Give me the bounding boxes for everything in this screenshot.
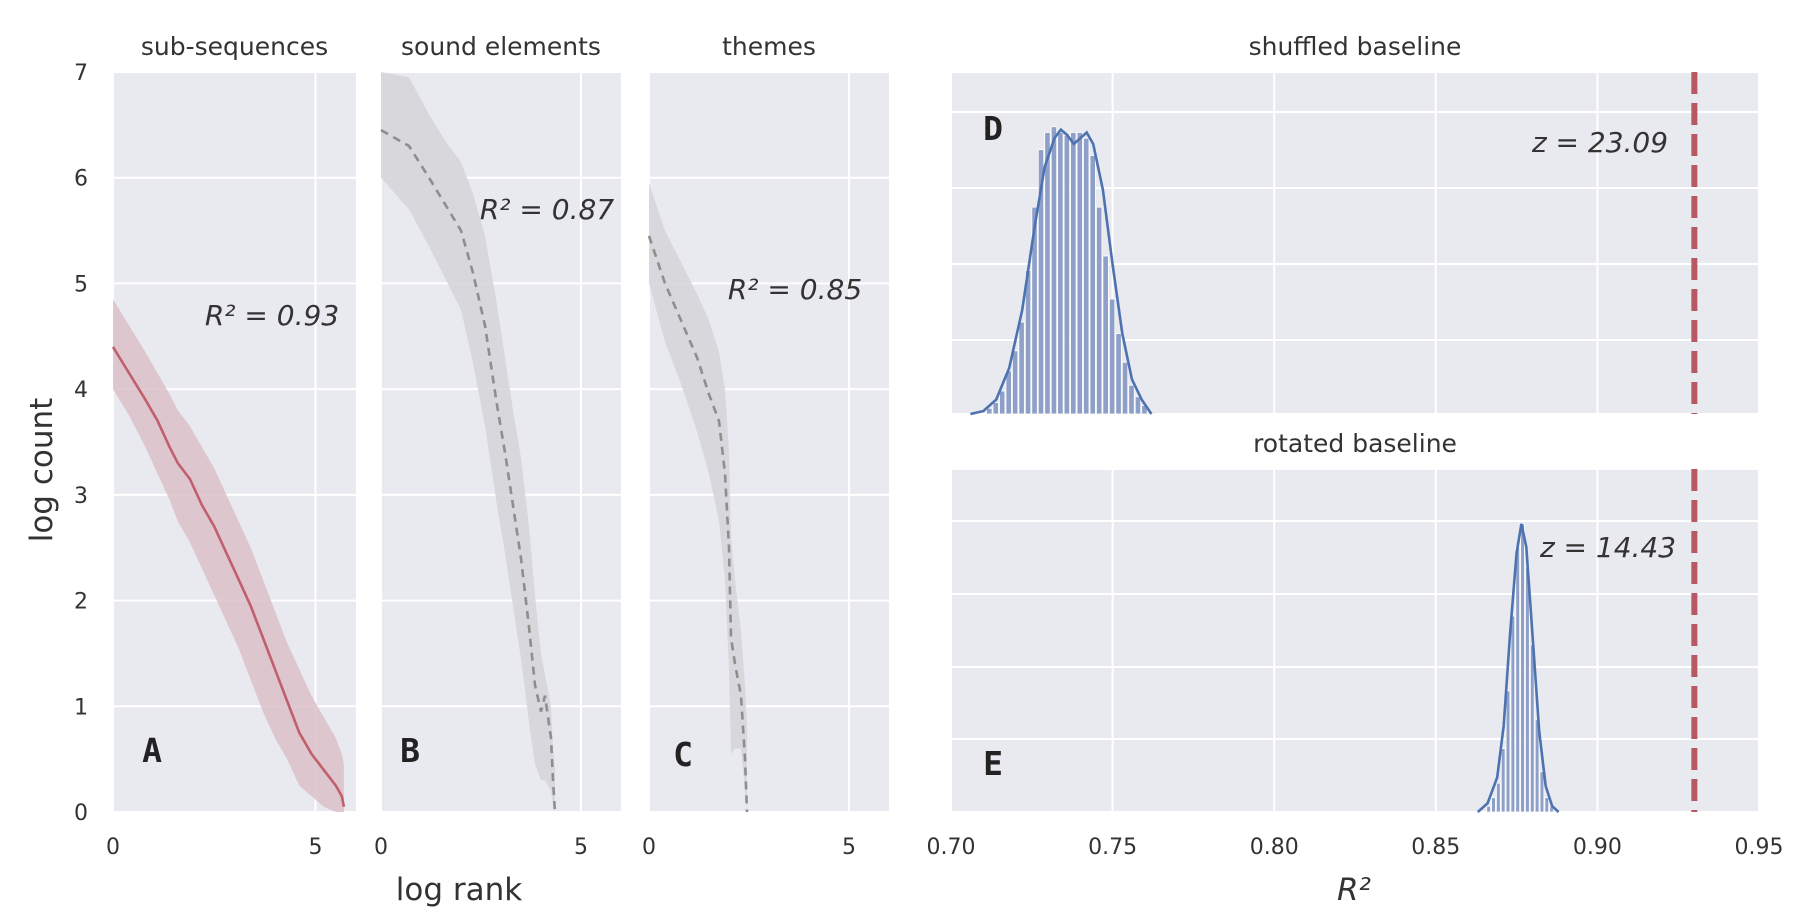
histogram-bar bbox=[1134, 396, 1142, 415]
panel-b: 0 5 sound elements R² = 0.87 B bbox=[374, 32, 621, 860]
r2-annotation: R² = 0.85 bbox=[728, 273, 862, 306]
histogram-bar bbox=[1083, 137, 1090, 415]
histogram-bar bbox=[1089, 155, 1096, 415]
kde-curve bbox=[1476, 523, 1560, 813]
kde-curve bbox=[970, 127, 1153, 416]
rank-count-line bbox=[647, 235, 749, 813]
histogram-bar bbox=[1102, 255, 1109, 415]
x-tick-label: 0.70 bbox=[927, 835, 976, 860]
histogram-bar bbox=[1544, 797, 1550, 813]
panel-d: shuffled baseline z = 23.09 D bbox=[950, 32, 1760, 416]
panel-title: themes bbox=[722, 32, 816, 61]
x-tick-label: 0.80 bbox=[1250, 835, 1299, 860]
histogram-bar bbox=[986, 407, 993, 415]
histogram-bar bbox=[1500, 748, 1506, 813]
histogram-bar bbox=[1044, 132, 1051, 415]
y-tick-label: 5 bbox=[74, 272, 88, 297]
y-tick-label: 3 bbox=[74, 484, 88, 509]
histogram-bar bbox=[1050, 126, 1058, 415]
panel-a: 0 5 0 1 2 3 4 5 6 7 sub-sequences R² = 0.93 A bbox=[74, 32, 356, 860]
x-tick-label: 0.90 bbox=[1573, 835, 1622, 860]
r2-annotation: R² = 0.93 bbox=[205, 299, 339, 332]
rank-count-line bbox=[111, 346, 346, 807]
z-annotation: z = 14.43 bbox=[1539, 531, 1676, 564]
panel-letter: A bbox=[142, 731, 162, 770]
panel-title: rotated baseline bbox=[1253, 429, 1457, 458]
histogram-bar bbox=[1063, 134, 1070, 415]
histogram-bar bbox=[1486, 805, 1491, 813]
x-tick-label: 5 bbox=[309, 835, 323, 860]
y-tick-label: 7 bbox=[74, 61, 88, 86]
histogram-bar bbox=[1539, 771, 1545, 813]
panel-letter: E bbox=[983, 744, 1003, 783]
histogram-bar bbox=[1096, 206, 1103, 415]
x-tick-label: 0.95 bbox=[1735, 835, 1784, 860]
panel-e: 0.70 0.75 0.80 0.85 0.90 0.95 rotated baseline… bbox=[927, 429, 1784, 860]
histogram-bar bbox=[1108, 298, 1116, 415]
x-axis-label-r2: R² bbox=[1337, 872, 1371, 908]
x-tick-label: 5 bbox=[574, 835, 588, 860]
x-tick-label: 0 bbox=[642, 835, 656, 860]
y-axis-label: log count bbox=[24, 398, 60, 543]
histogram-bar bbox=[1529, 644, 1535, 813]
x-tick-label: 0.75 bbox=[1088, 835, 1137, 860]
panel-letter: C bbox=[673, 735, 693, 774]
histogram-bar bbox=[999, 390, 1006, 415]
y-tick-label: 4 bbox=[74, 378, 88, 403]
histogram-bar bbox=[1510, 615, 1516, 813]
y-tick-label: 1 bbox=[74, 695, 88, 720]
confidence-band bbox=[649, 183, 747, 812]
panel-title: sub-sequences bbox=[141, 32, 328, 61]
r2-annotation: R² = 0.87 bbox=[480, 193, 614, 226]
histogram-bar bbox=[1505, 690, 1511, 813]
confidence-band bbox=[381, 72, 555, 812]
histogram-bar bbox=[1491, 797, 1496, 813]
histogram-bar bbox=[1070, 132, 1077, 415]
x-tick-label: 5 bbox=[842, 835, 856, 860]
histogram-bar bbox=[1037, 149, 1045, 415]
z-annotation: z = 23.09 bbox=[1531, 126, 1668, 159]
histogram-bar bbox=[1018, 321, 1025, 415]
histogram-bar bbox=[1128, 384, 1135, 415]
y-tick-label: 6 bbox=[74, 167, 88, 192]
histogram-bar bbox=[1496, 782, 1501, 813]
y-tick-label: 2 bbox=[74, 590, 88, 615]
panel-letter: B bbox=[400, 731, 420, 770]
panel-title: sound elements bbox=[401, 32, 601, 61]
plot-area bbox=[951, 469, 1759, 812]
histogram-bar bbox=[1121, 361, 1129, 415]
panel-letter: D bbox=[983, 109, 1003, 148]
histogram-bar bbox=[1012, 350, 1019, 415]
plot-layer: 0 5 0 1 2 3 4 5 6 7 sub-sequences R² = 0.93 A 0 5 sound… bbox=[74, 32, 1783, 860]
histogram-bar bbox=[1057, 132, 1064, 415]
x-tick-label: 0.85 bbox=[1411, 835, 1460, 860]
x-tick-label: 0 bbox=[106, 835, 120, 860]
y-tick-label: 0 bbox=[74, 801, 88, 826]
histogram-bar bbox=[1076, 132, 1083, 415]
histogram-bar bbox=[1525, 566, 1530, 813]
histogram-bar bbox=[1005, 370, 1012, 415]
histogram-bar bbox=[992, 402, 999, 415]
histogram-bar bbox=[1515, 546, 1521, 813]
histogram-bar bbox=[1520, 523, 1525, 813]
histogram-bar bbox=[1115, 333, 1122, 415]
rank-count-line bbox=[380, 128, 557, 813]
panel-title: shuffled baseline bbox=[1249, 32, 1462, 61]
histogram-bar bbox=[1031, 206, 1038, 415]
plot-area bbox=[649, 72, 889, 812]
panel-c: 0 5 themes R² = 0.85 C bbox=[642, 32, 889, 860]
x-axis-label-log-rank: log rank bbox=[396, 872, 523, 908]
x-tick-label: 0 bbox=[374, 835, 388, 860]
